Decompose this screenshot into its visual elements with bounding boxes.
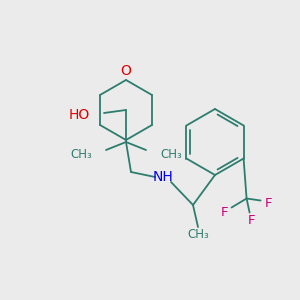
Text: CH₃: CH₃ — [70, 148, 92, 160]
Text: NH: NH — [153, 170, 173, 184]
Text: F: F — [248, 214, 255, 227]
Text: F: F — [265, 197, 272, 210]
Text: CH₃: CH₃ — [160, 148, 182, 160]
Text: F: F — [221, 206, 228, 219]
Text: O: O — [121, 64, 131, 78]
Text: HO: HO — [69, 108, 90, 122]
Text: CH₃: CH₃ — [187, 227, 209, 241]
